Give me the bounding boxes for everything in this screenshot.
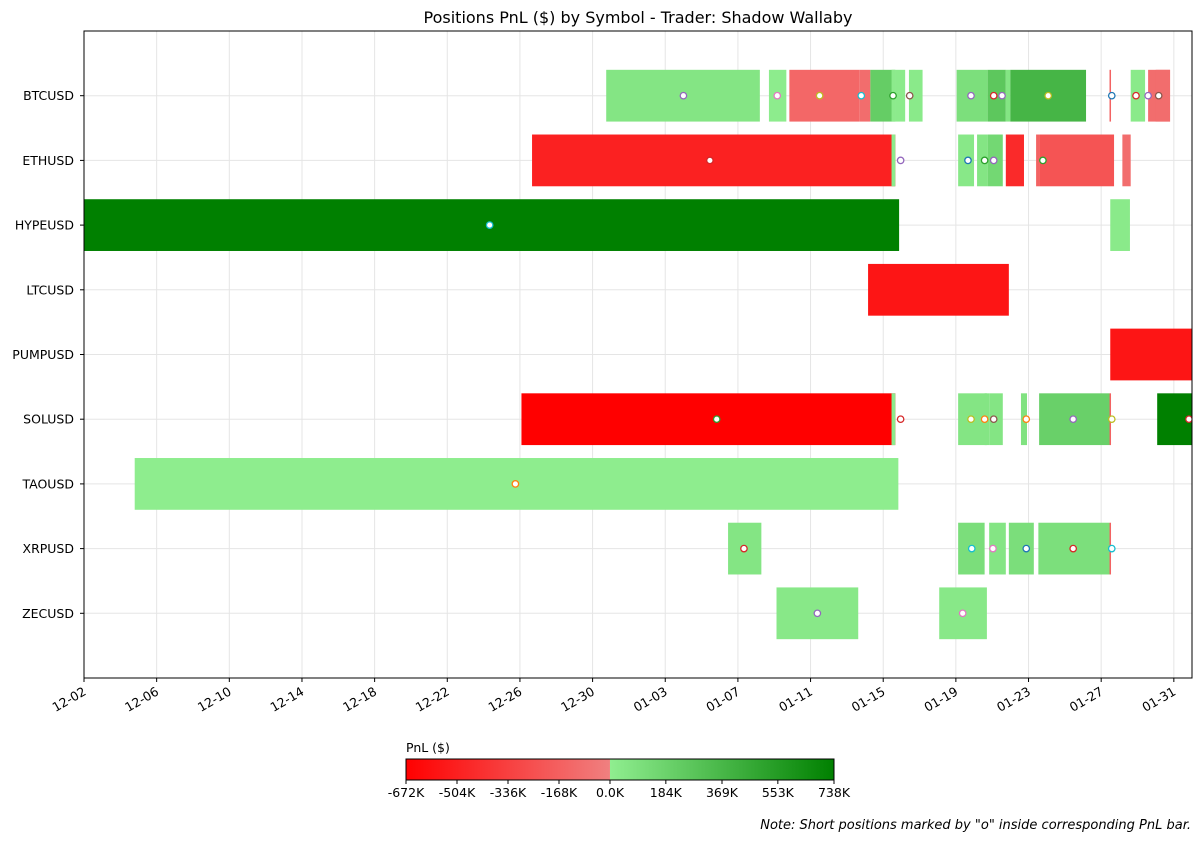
pnl-bar-btcusd bbox=[789, 69, 860, 122]
short-marker-solusd bbox=[896, 415, 905, 424]
colorbar-label: PnL ($) bbox=[406, 740, 450, 755]
pnl-bar-btcusd bbox=[1005, 69, 1011, 122]
x-tick-label: 12-10 bbox=[195, 684, 234, 715]
x-tick-label: 01-03 bbox=[631, 684, 670, 715]
pnl-bar-ethusd bbox=[1036, 134, 1040, 187]
short-marker-solusd bbox=[1022, 415, 1031, 424]
short-marker-ethusd bbox=[1039, 156, 1047, 165]
x-tick-label: 12-30 bbox=[558, 684, 597, 715]
colorbar-tick-label: -672K bbox=[388, 785, 425, 800]
short-marker-btcusd bbox=[1144, 91, 1152, 100]
colorbar-tick-label: 184K bbox=[650, 785, 683, 800]
short-marker-zecusd bbox=[813, 609, 822, 618]
short-marker-ethusd bbox=[980, 156, 989, 165]
pnl-bar-solusd bbox=[521, 393, 896, 446]
pnl-bar-ltcusd bbox=[868, 263, 1009, 316]
colorbar-positive bbox=[609, 759, 834, 780]
x-tick-label: 12-26 bbox=[485, 684, 524, 715]
pnl-bar-ethusd bbox=[1122, 134, 1131, 187]
pnl-bar-pumpusd bbox=[1110, 328, 1192, 381]
x-tick-label: 01-19 bbox=[921, 684, 960, 715]
x-tick-label: 01-23 bbox=[994, 684, 1033, 715]
short-marker-solusd bbox=[712, 415, 721, 424]
short-marker-taousd bbox=[511, 480, 520, 488]
colorbar-tick-label: 553K bbox=[762, 785, 795, 800]
y-tick-label: LTCUSD bbox=[26, 282, 74, 297]
chart-title: Positions PnL ($) by Symbol - Trader: Sh… bbox=[424, 8, 853, 27]
short-marker-btcusd bbox=[1044, 91, 1053, 100]
x-tick-label: 01-27 bbox=[1067, 684, 1106, 715]
y-tick-label: ZECUSD bbox=[22, 606, 74, 621]
x-tick-label: 12-18 bbox=[340, 684, 379, 715]
short-marker-btcusd bbox=[989, 91, 998, 100]
short-marker-ethusd bbox=[964, 156, 972, 165]
short-marker-solusd bbox=[989, 415, 998, 424]
pnl-bar-ethusd bbox=[1039, 134, 1115, 187]
short-marker-btcusd bbox=[889, 91, 897, 100]
short-marker-btcusd bbox=[1107, 91, 1116, 100]
short-marker-btcusd bbox=[679, 91, 688, 100]
pnl-bar-btcusd bbox=[1155, 69, 1171, 122]
short-marker-xrpusd bbox=[1069, 544, 1078, 553]
short-marker-xrpusd bbox=[967, 544, 976, 553]
y-tick-label: SOLUSD bbox=[23, 412, 74, 427]
pnl-bar-btcusd bbox=[908, 69, 923, 122]
short-marker-btcusd bbox=[857, 91, 866, 100]
y-tick-label: XRPUSD bbox=[23, 541, 75, 556]
short-marker-xrpusd bbox=[740, 544, 748, 553]
x-tick-label: 12-22 bbox=[413, 684, 452, 715]
short-marker-solusd bbox=[967, 415, 975, 424]
short-marker-solusd bbox=[1069, 415, 1078, 424]
pnl-bar-ethusd bbox=[1005, 134, 1024, 187]
pnl-bar-xrpusd bbox=[989, 522, 1006, 575]
short-marker-btcusd bbox=[1154, 91, 1163, 100]
colorbar-negative bbox=[406, 759, 610, 780]
short-marker-xrpusd bbox=[1107, 544, 1116, 553]
short-marker-btcusd bbox=[815, 91, 824, 100]
footnote: Note: Short positions marked by "o" insi… bbox=[760, 818, 1191, 833]
y-tick-label: ETHUSD bbox=[22, 153, 74, 168]
colorbar-tick-label: 738K bbox=[818, 785, 851, 800]
y-tick-label: HYPEUSD bbox=[15, 218, 74, 233]
short-marker-btcusd bbox=[773, 91, 782, 100]
short-marker-btcusd bbox=[967, 91, 975, 100]
x-tick-label: 01-31 bbox=[1139, 684, 1178, 715]
pnl-bar-ethusd bbox=[891, 134, 896, 187]
colorbar-tick-label: 0.0K bbox=[596, 785, 625, 800]
pnl-bar-hypeusd bbox=[1110, 199, 1130, 251]
x-tick-label: 12-06 bbox=[122, 684, 161, 715]
pnl-bar-solusd bbox=[891, 393, 896, 446]
colorbar-tick-label: -504K bbox=[439, 785, 476, 800]
short-marker-zecusd bbox=[958, 609, 967, 618]
short-marker-solusd bbox=[980, 415, 989, 424]
x-tick-label: 12-14 bbox=[268, 684, 307, 715]
short-marker-xrpusd bbox=[989, 544, 997, 553]
x-tick-label: 01-15 bbox=[849, 684, 888, 715]
short-marker-btcusd bbox=[998, 91, 1006, 100]
colorbar-tick-label: -336K bbox=[490, 785, 527, 800]
colorbar-frame bbox=[405, 758, 835, 781]
short-marker-ethusd bbox=[706, 156, 714, 165]
short-marker-btcusd bbox=[905, 91, 914, 100]
x-tick-label: 01-11 bbox=[776, 684, 815, 715]
pnl-bar-btcusd bbox=[895, 69, 906, 122]
y-tick-label: PUMPUSD bbox=[12, 347, 74, 362]
colorbar-tick-label: 369K bbox=[706, 785, 739, 800]
y-tick-label: BTCUSD bbox=[23, 88, 74, 103]
short-marker-ethusd bbox=[989, 156, 998, 165]
colorbar-tick-label: -168K bbox=[541, 785, 578, 800]
x-tick-label: 01-07 bbox=[703, 684, 742, 715]
x-tick-label: 12-02 bbox=[50, 684, 89, 715]
short-marker-btcusd bbox=[1132, 91, 1140, 100]
short-marker-solusd bbox=[1107, 415, 1116, 424]
short-marker-hypeusd bbox=[485, 221, 494, 229]
short-markers bbox=[485, 91, 1192, 618]
short-marker-ethusd bbox=[896, 156, 905, 165]
short-marker-xrpusd bbox=[1022, 544, 1031, 553]
y-tick-label: TAOUSD bbox=[21, 476, 74, 491]
short-marker-solusd bbox=[1185, 415, 1192, 424]
